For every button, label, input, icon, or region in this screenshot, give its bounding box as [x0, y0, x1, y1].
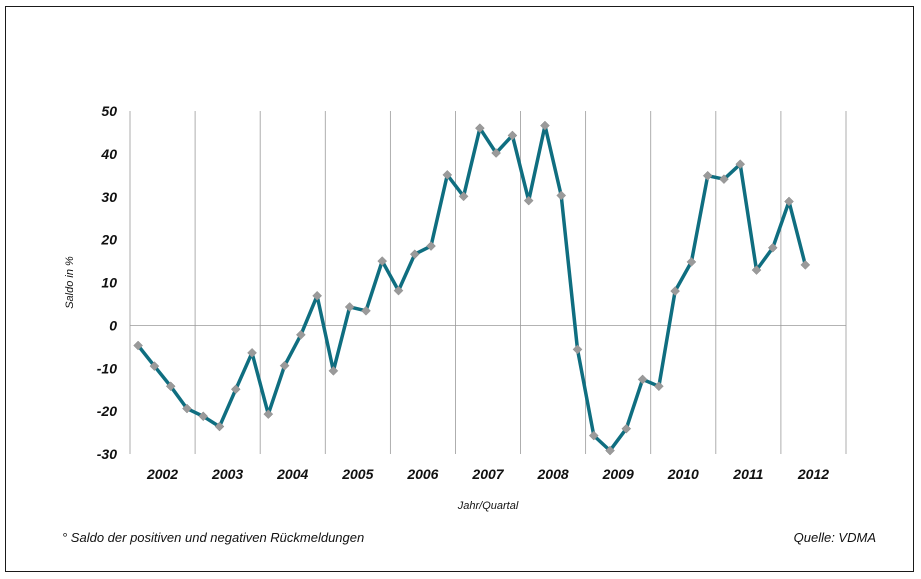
data-point-marker	[361, 305, 371, 316]
x-tick-label: 2012	[797, 466, 829, 482]
y-tick-label: 30	[101, 189, 117, 205]
data-point-marker	[654, 381, 664, 392]
data-point-marker	[767, 242, 778, 253]
data-point-marker	[214, 421, 225, 432]
data-point-marker	[670, 286, 680, 296]
data-point-marker	[475, 123, 485, 134]
data-point-marker	[182, 403, 192, 414]
footnote: ° Saldo der positiven und negativen Rück…	[62, 530, 365, 545]
y-axis-title: Saldo in %	[64, 256, 76, 309]
data-point-marker	[572, 344, 583, 355]
data-point-marker	[458, 191, 469, 202]
y-tick-label: -30	[97, 446, 117, 462]
x-tick-label: 2002	[146, 466, 178, 482]
data-point-marker	[588, 430, 599, 441]
y-axis-ticks: 50 40 30 20 10 0 -10 -20 -30	[97, 103, 117, 462]
data-point-marker	[377, 256, 388, 266]
data-point-marker	[198, 411, 209, 422]
source-note: Quelle: VDMA	[793, 530, 876, 545]
data-point-marker	[540, 120, 550, 131]
x-tick-label: 2008	[537, 466, 569, 482]
y-tick-label: -20	[97, 403, 117, 419]
y-tick-label: 10	[101, 275, 117, 291]
grid-lines	[129, 111, 847, 454]
data-point-marker	[735, 159, 746, 170]
data-point-marker	[605, 445, 615, 456]
data-point-marker	[507, 130, 518, 141]
data-point-marker	[393, 285, 404, 296]
data-point-marker	[247, 347, 257, 358]
x-tick-label: 2011	[732, 466, 763, 482]
chart-frame	[5, 6, 914, 572]
y-tick-label: 20	[100, 232, 117, 248]
series-line	[136, 123, 807, 453]
data-point-marker	[800, 260, 811, 270]
data-point-marker	[784, 196, 794, 207]
data-point-marker	[409, 249, 420, 260]
y-tick-label: 40	[100, 146, 117, 162]
data-point-marker	[263, 409, 274, 419]
data-point-marker	[344, 302, 355, 312]
data-point-marker	[719, 174, 729, 185]
x-tick-label: 2005	[341, 466, 373, 482]
y-tick-label: -10	[97, 360, 117, 376]
y-tick-label: 50	[101, 103, 117, 119]
data-point-marker	[491, 148, 501, 158]
data-point-marker	[279, 360, 290, 371]
data-point-marker	[165, 381, 176, 392]
data-point-marker	[133, 340, 143, 351]
data-point-marker	[702, 170, 713, 181]
x-tick-label: 2009	[602, 466, 634, 482]
x-tick-label: 2010	[667, 466, 699, 482]
x-axis-title: Jahr/Quartal	[457, 500, 519, 512]
data-point-marker	[442, 170, 453, 180]
y-tick-label: 0	[109, 317, 117, 333]
data-point-marker	[637, 374, 648, 385]
x-tick-label: 2006	[406, 466, 438, 482]
data-point-marker	[621, 423, 632, 434]
data-point-marker	[751, 265, 762, 275]
x-tick-label: 2007	[471, 466, 504, 482]
data-point-marker	[230, 384, 241, 395]
data-point-marker	[426, 241, 436, 251]
data-point-marker	[328, 365, 339, 376]
data-markers	[133, 120, 811, 456]
data-point-marker	[296, 329, 306, 340]
data-point-marker	[312, 290, 322, 301]
data-point-marker	[149, 361, 160, 371]
data-point-marker	[686, 257, 697, 267]
x-tick-label: 2004	[276, 466, 308, 482]
x-axis-ticks: 2002 2003 2004 2005 2006 2007 2008 2009 2010 2011…	[146, 466, 829, 482]
data-point-marker	[523, 195, 534, 206]
x-tick-label: 2003	[211, 466, 243, 482]
data-point-marker	[556, 190, 567, 201]
